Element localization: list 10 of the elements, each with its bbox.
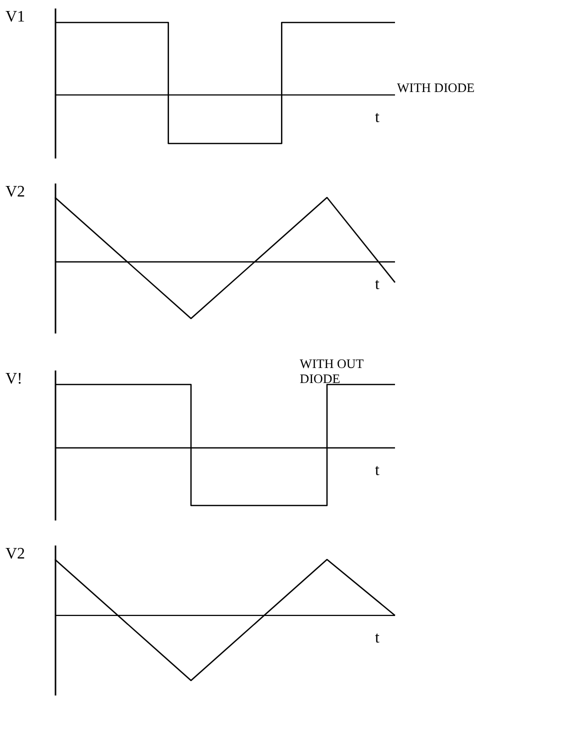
- x-axis-title: t: [375, 462, 380, 479]
- annotation: WITH OUT DIODE: [300, 356, 364, 386]
- y-axis-title: V2: [6, 184, 26, 200]
- y-axis-title: V!: [6, 370, 22, 388]
- y-axis-title: V1: [6, 8, 26, 26]
- x-axis-title: t: [375, 276, 380, 293]
- x-axis-title: t: [375, 629, 380, 646]
- x-axis-title: t: [375, 108, 380, 126]
- text: WITH DIODE: [397, 80, 475, 95]
- y-axis-title: V2: [6, 546, 26, 562]
